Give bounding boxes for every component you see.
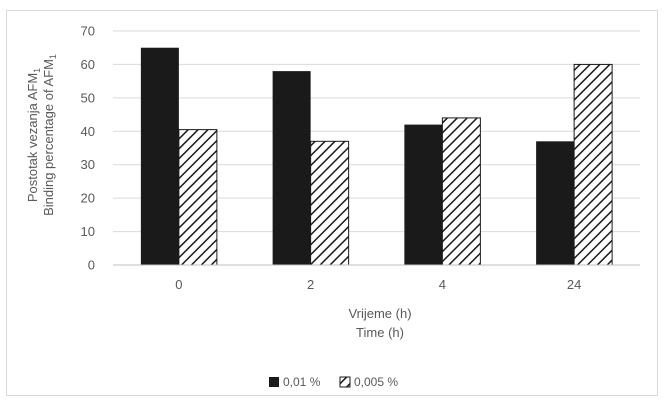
x-axis-label-line1: Vrijeme (h)	[348, 306, 411, 321]
x-tick-label: 4	[439, 277, 446, 292]
bar-series-1-cat-0	[140, 47, 179, 265]
y-axis-label: Postotak vezanja AFM1 Binding percentage…	[25, 54, 58, 216]
x-tick-labels: 0 2 4 24	[175, 277, 581, 292]
bar-series-2-cat-0	[178, 129, 218, 266]
legend: 0,01 % 0,005 %	[269, 375, 398, 389]
x-tick-label: 2	[307, 277, 314, 292]
x-tick-label: 0	[175, 277, 182, 292]
bars	[140, 47, 613, 266]
bar-series-2-cat-4	[441, 117, 481, 266]
y-tick-label: 60	[81, 57, 95, 72]
y-tick-label: 50	[81, 90, 95, 105]
y-axis-label-line2: Binding percentage of AFM1	[41, 54, 58, 216]
y-tick-label: 20	[81, 191, 95, 206]
bar-series-1-cat-4	[404, 124, 443, 265]
y-tick-label: 70	[81, 24, 95, 39]
y-tick-labels: 0 10 20 30 40 50 60 70	[81, 24, 95, 273]
legend-label-series-1: 0,01 %	[283, 375, 321, 389]
bar-series-1-cat-24	[536, 141, 575, 265]
y-axis-label-line1: Postotak vezanja AFM1	[25, 68, 42, 202]
bar-series-1-cat-2	[272, 71, 311, 265]
legend-label-series-2: 0,005 %	[354, 375, 398, 389]
y-tick-label: 10	[81, 224, 95, 239]
x-tick-label: 24	[567, 277, 581, 292]
bar-series-2-cat-2	[310, 140, 350, 266]
y-tick-label: 40	[81, 124, 95, 139]
legend-swatch-series-1	[269, 377, 279, 387]
y-tick-label: 0	[88, 258, 95, 273]
legend-swatch-series-2	[339, 376, 351, 388]
bar-series-2-cat-24	[573, 63, 613, 266]
y-tick-label: 30	[81, 157, 95, 172]
x-axis-label-line2: Time (h)	[356, 325, 404, 340]
